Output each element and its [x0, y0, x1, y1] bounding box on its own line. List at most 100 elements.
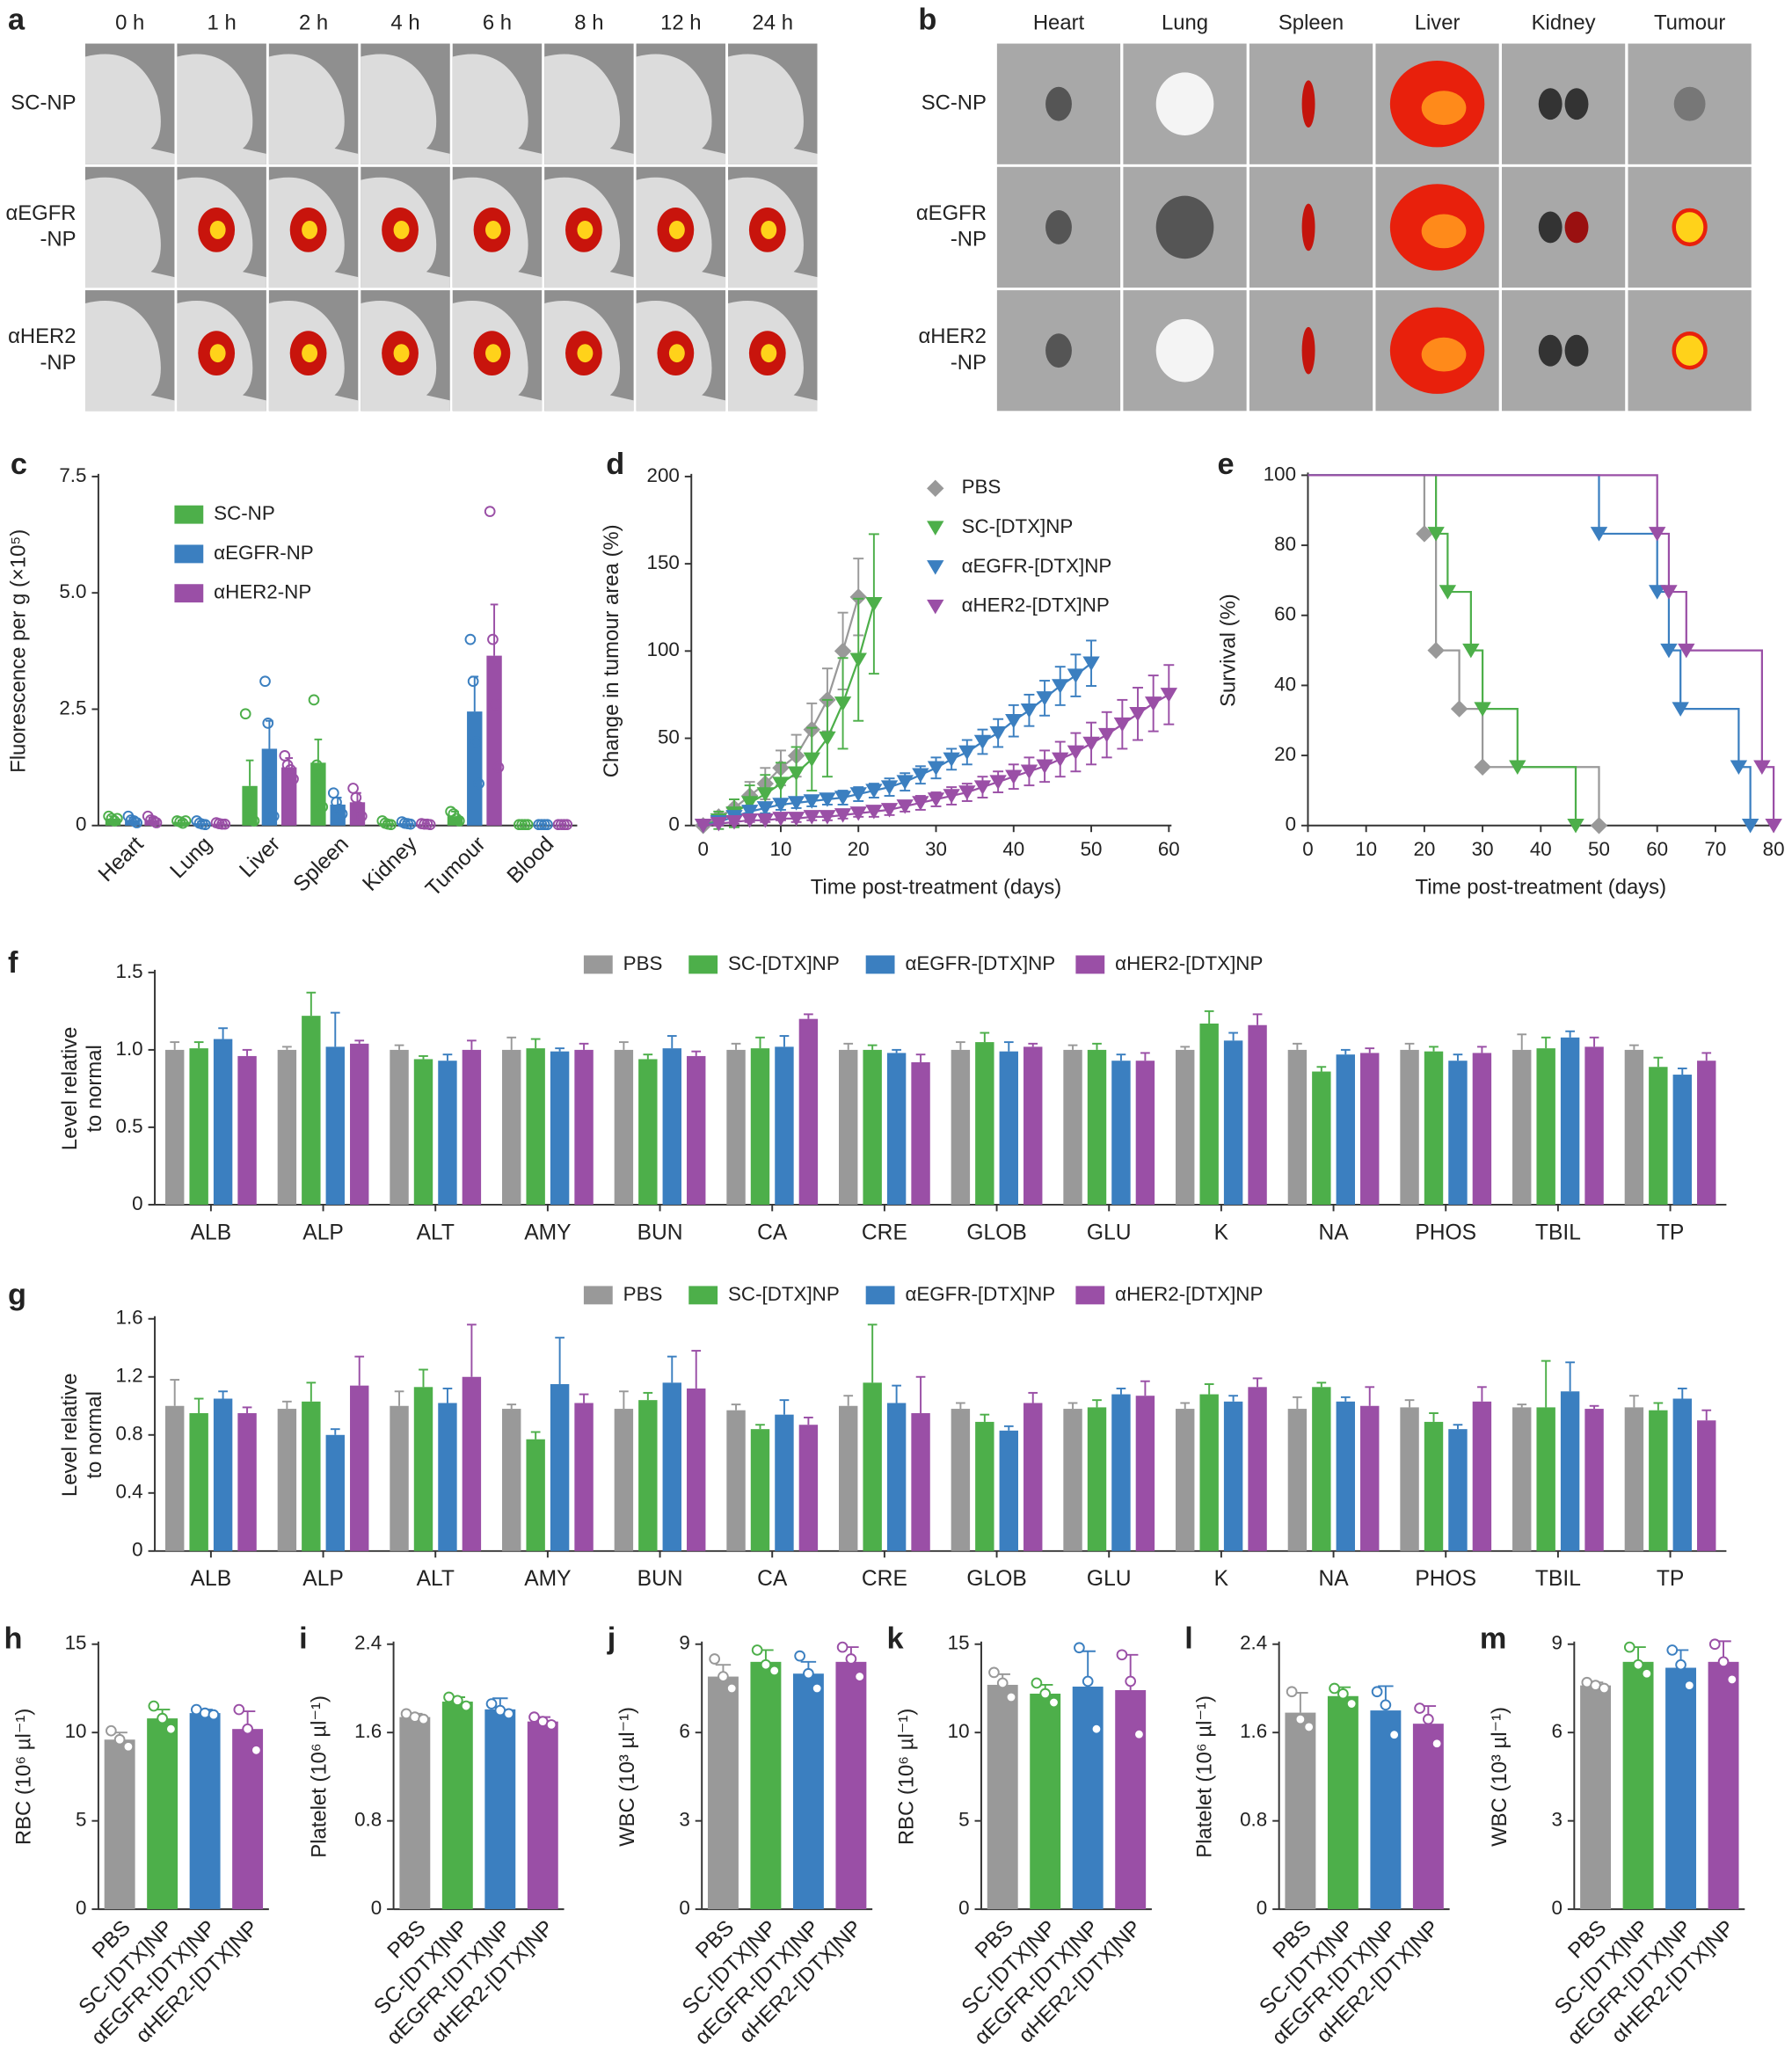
- legend-swatch: [583, 955, 613, 974]
- bar: [350, 1043, 369, 1205]
- data-marker: [849, 787, 867, 802]
- error-bar: [691, 1350, 702, 1389]
- y-axis-label: to normal: [83, 1045, 106, 1132]
- bar: [1624, 1049, 1644, 1205]
- data-marker: [834, 696, 852, 711]
- data-marker: [1427, 527, 1445, 542]
- y-tick-label: 3: [1551, 1809, 1562, 1831]
- error-bar: [619, 1390, 629, 1410]
- x-tick-label: 40: [1530, 838, 1552, 860]
- data-point: [1623, 1641, 1635, 1653]
- bar: [399, 1717, 431, 1910]
- signal-core: [577, 344, 594, 363]
- bar: [189, 1048, 208, 1205]
- data-point: [751, 1644, 763, 1656]
- error-bar: [442, 1053, 453, 1061]
- data-point: [1599, 1682, 1610, 1695]
- x-tick-label: Liver: [235, 832, 285, 882]
- organ: [1155, 72, 1214, 135]
- legend-label: αEGFR-NP: [214, 542, 314, 564]
- row-label: αHER2: [8, 324, 76, 348]
- y-tick-label: 100: [647, 638, 680, 660]
- data-point: [1133, 1728, 1145, 1740]
- x-tick-label: K: [1214, 1567, 1229, 1591]
- data-point: [450, 813, 463, 825]
- y-tick-label: 0.8: [1240, 1809, 1267, 1831]
- x-tick-label: TBIL: [1535, 1567, 1581, 1591]
- bar: [707, 1676, 739, 1910]
- x-tick-label: ALT: [417, 1221, 455, 1244]
- data-point: [165, 1723, 177, 1735]
- x-tick-label: Spleen: [289, 832, 353, 896]
- error-bar: [1116, 1387, 1126, 1395]
- bar: [1285, 1712, 1316, 1910]
- bar: [638, 1059, 658, 1205]
- x-tick-label: 0: [697, 838, 708, 860]
- bar: [999, 1051, 1018, 1205]
- data-marker: [1005, 769, 1023, 784]
- bar: [165, 1405, 185, 1551]
- legend-swatch: [583, 1286, 613, 1305]
- data-point: [490, 698, 502, 711]
- error-bar: [1228, 1032, 1238, 1041]
- bar: [189, 1413, 208, 1551]
- data-point: [113, 1733, 126, 1746]
- bar: [1448, 1429, 1468, 1551]
- error-bar: [1477, 1386, 1487, 1402]
- data-point: [1294, 1713, 1307, 1725]
- error-bar: [1517, 1033, 1527, 1050]
- data-marker: [989, 775, 1007, 790]
- data-marker: [756, 787, 775, 802]
- data-point: [424, 819, 436, 831]
- x-tick-label: TP: [1657, 1567, 1684, 1591]
- x-tick-label: Blood: [503, 832, 559, 888]
- error-bar: [282, 1046, 292, 1050]
- data-point: [1090, 1723, 1103, 1735]
- legend-marker: [927, 521, 944, 536]
- error-bar: [419, 1368, 428, 1388]
- data-marker: [896, 799, 914, 814]
- error-bar: [354, 1039, 365, 1044]
- legend-swatch: [865, 955, 895, 974]
- data-marker: [943, 789, 960, 804]
- organ: [1045, 210, 1072, 244]
- data-marker: [1660, 585, 1678, 600]
- y-tick-label: 2.4: [1240, 1632, 1267, 1654]
- data-marker: [1474, 702, 1491, 717]
- bar: [1312, 1387, 1331, 1551]
- mouse: [544, 54, 634, 164]
- data-point: [1031, 1677, 1043, 1689]
- bar: [467, 711, 483, 826]
- y-tick-label: 3: [679, 1809, 689, 1831]
- organ: [1301, 203, 1315, 251]
- y-axis-label: Change in tumour area (%): [600, 524, 623, 777]
- signal-core: [302, 220, 318, 239]
- signal-core: [577, 220, 594, 239]
- data-marker: [834, 642, 852, 660]
- data-marker: [880, 803, 899, 818]
- error-bar: [1092, 1399, 1102, 1408]
- error-bar: [170, 1379, 180, 1406]
- organ: [1564, 211, 1589, 244]
- bar: [526, 1439, 545, 1551]
- survival-line: [1308, 474, 1775, 826]
- error-bar: [1228, 1395, 1238, 1402]
- data-marker: [740, 813, 759, 828]
- column-label: Kidney: [1532, 11, 1596, 34]
- error-bar: [506, 1403, 517, 1410]
- y-tick-label: 1.6: [1240, 1720, 1267, 1742]
- y-tick-label: 150: [647, 551, 680, 573]
- data-marker: [1005, 713, 1023, 729]
- bar: [687, 1055, 706, 1205]
- data-marker: [803, 752, 820, 768]
- error-bar: [915, 1053, 926, 1062]
- y-tick-label: 50: [658, 725, 680, 747]
- data-marker: [1020, 703, 1038, 718]
- error-bar: [1140, 1052, 1150, 1061]
- legend-label: SC-[DTX]NP: [728, 952, 840, 974]
- bar: [1584, 1409, 1604, 1551]
- x-tick-label: TBIL: [1535, 1221, 1581, 1244]
- signal-core: [209, 344, 226, 363]
- bar: [1697, 1061, 1716, 1205]
